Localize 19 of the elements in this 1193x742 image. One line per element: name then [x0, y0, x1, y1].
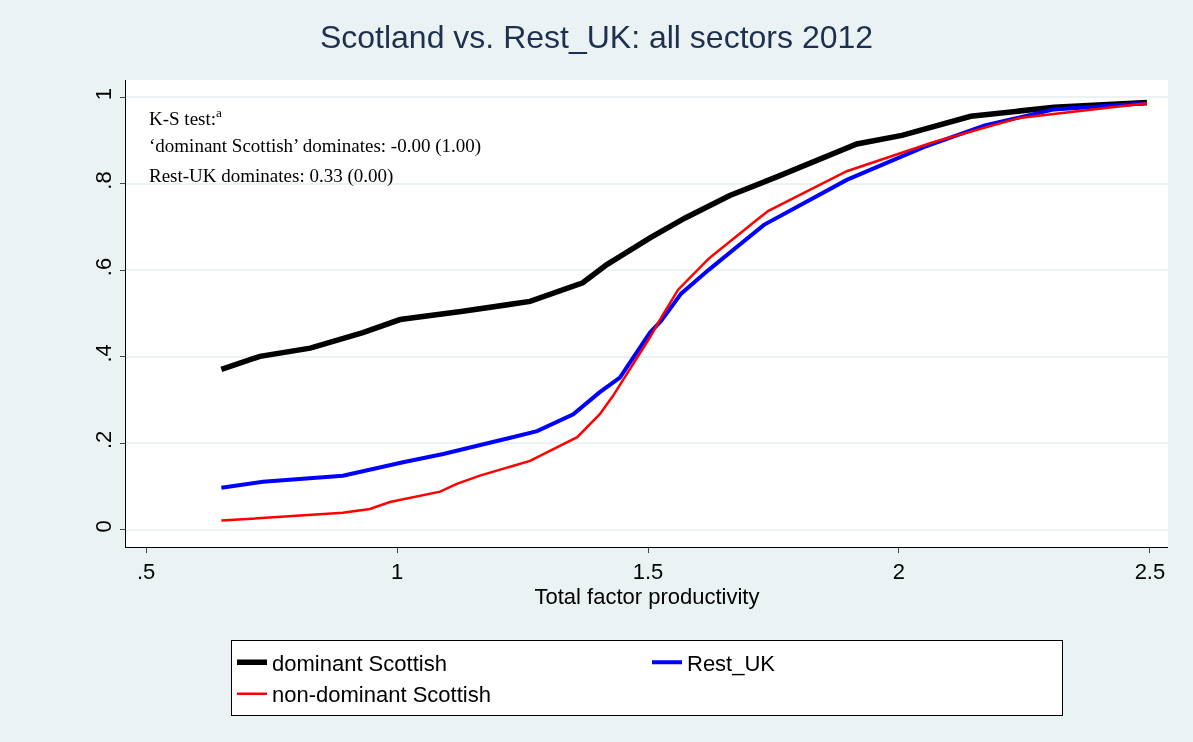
- chart-title: Scotland vs. Rest_UK: all sectors 2012: [319, 19, 874, 56]
- annotation: Rest-UK dominates: 0.33 (0.00): [149, 165, 394, 187]
- y-tick-label: .8: [91, 171, 117, 190]
- legend-label: Rest_UK: [687, 650, 776, 676]
- annotation: ‘dominant Scottish’ dominates: -0.00 (1.00): [149, 135, 482, 157]
- annotation: K-S test:$^{a}$: [149, 105, 223, 129]
- x-tick-label: 1.5: [632, 559, 664, 585]
- legend-label: dominant Scottish: [272, 650, 447, 676]
- y-tick-label: .6: [91, 257, 117, 277]
- y-tick-label: .4: [91, 344, 117, 363]
- y-tick-label: 1: [91, 87, 117, 101]
- legend-label: non-dominant Scottish: [272, 682, 491, 708]
- x-axis-title: Total factor productivity: [534, 584, 760, 610]
- x-tick-label: 2: [892, 559, 906, 585]
- y-tick-label: 0: [91, 520, 117, 533]
- x-tick-label: .5: [136, 559, 156, 585]
- x-tick-label: 2.5: [1134, 559, 1166, 585]
- y-tick-label: .2: [91, 430, 117, 450]
- x-tick-label: 1: [390, 559, 404, 585]
